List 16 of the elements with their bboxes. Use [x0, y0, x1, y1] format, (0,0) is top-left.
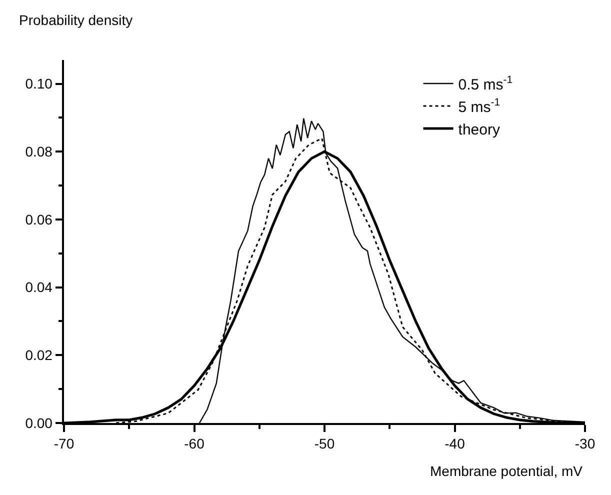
y-tick-label: 0.00	[25, 414, 53, 431]
legend-label: theory	[458, 121, 500, 138]
y-tick-label: 0.02	[25, 347, 53, 364]
x-tick-label: -70	[54, 436, 74, 452]
x-tick-label: -40	[444, 436, 466, 452]
x-tick-label: -60	[184, 436, 205, 452]
legend-label: 0.5 ms$^{-1}$	[458, 74, 513, 94]
x-tick-label: -30	[574, 436, 596, 452]
x-tick-label: -50	[314, 436, 335, 452]
legend-label: 5 ms$^{-1}$	[458, 96, 500, 116]
x-axis-title: Membrane potential, mV	[430, 463, 584, 479]
y-tick-label: 0.08	[25, 144, 53, 160]
y-tick-label: 0.04	[25, 279, 53, 296]
y-axis-title: Probability density	[19, 12, 133, 28]
y-tick-label: 0.06	[25, 211, 53, 228]
y-tick-label: 0.10	[25, 76, 53, 92]
